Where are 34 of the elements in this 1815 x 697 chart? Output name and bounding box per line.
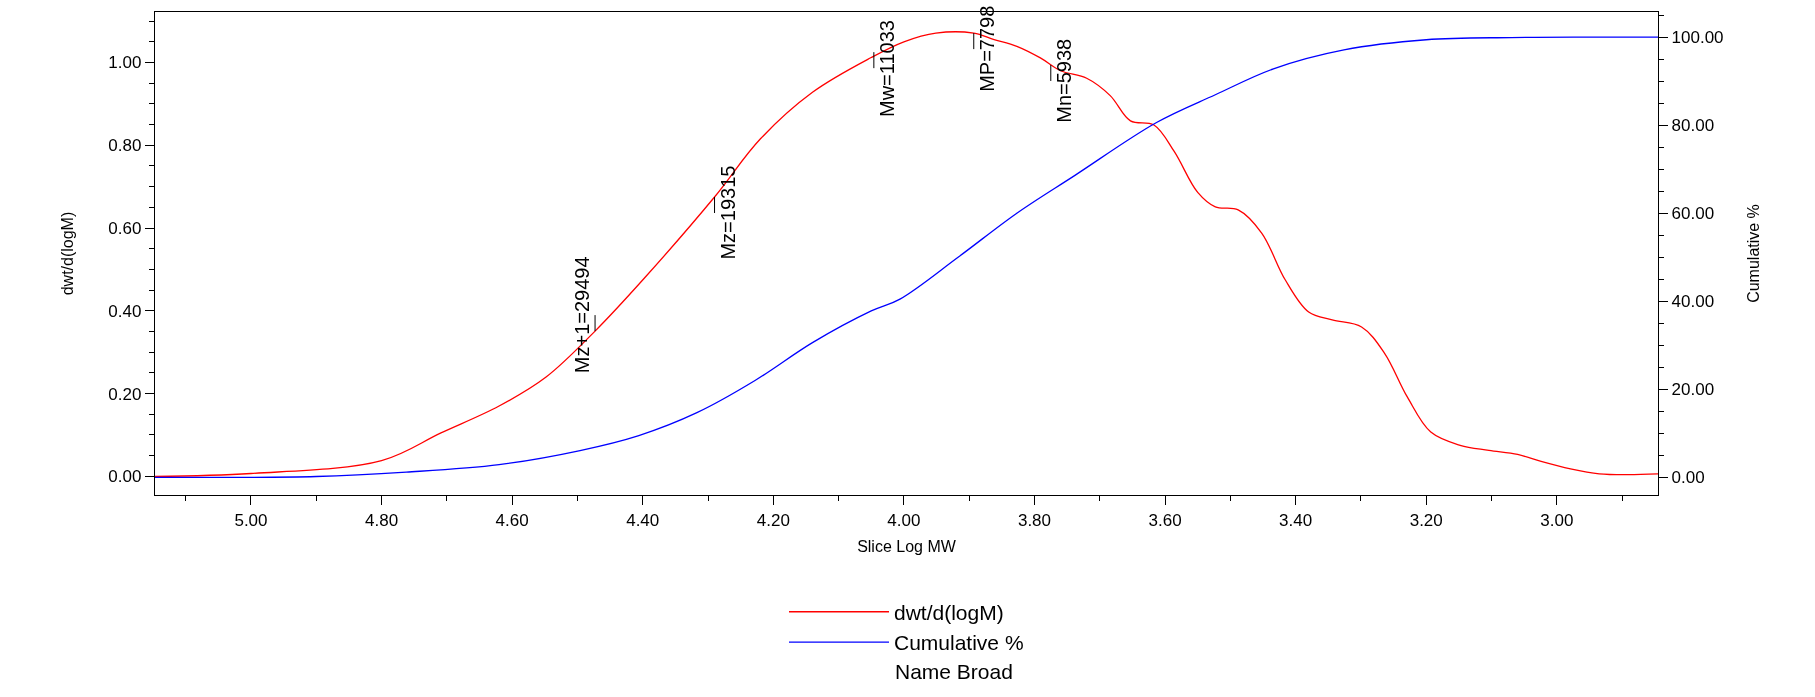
y-tick-label: 0.00 [108, 467, 142, 487]
x-tick-label: 3.20 [1409, 510, 1443, 530]
x-tick-label: 5.00 [234, 510, 268, 530]
y-tick-label: 0.80 [108, 136, 142, 156]
x-tick-label: 3.80 [1017, 510, 1052, 530]
x-axis-title: Slice Log MW [857, 538, 957, 556]
text: Name Broad [895, 660, 1013, 683]
y2-tick-label: 40.00 [1671, 292, 1715, 312]
annotation: MP=7798 [975, 5, 998, 92]
x-tick-label: 4.00 [887, 510, 921, 530]
x-tick-label: 4.60 [495, 510, 529, 530]
x-tick-label: 4.80 [365, 510, 399, 530]
y2-tick-label: 80.00 [1671, 116, 1715, 136]
legend-label: dwt/d(logM) [894, 600, 1004, 624]
y2-axis-title: Cumulative % [1745, 204, 1763, 303]
x-tick-label: 3.40 [1279, 510, 1313, 530]
x-tick-label: 4.40 [626, 510, 660, 530]
annotation: Mz=19315 [716, 165, 739, 260]
y-tick-label: 0.40 [108, 301, 142, 321]
legend-label: Cumulative % [894, 631, 1024, 655]
y2-tick-label: 60.00 [1671, 204, 1715, 224]
annotation: Mn=5938 [1052, 38, 1075, 123]
y-axis-title: dwt/d(logM) [59, 211, 77, 296]
y-tick-label: 0.60 [108, 219, 142, 238]
annotation: Mz+1=29494 [570, 256, 593, 374]
y2-tick-label: 0.00 [1671, 468, 1705, 488]
y2-tick-label: 100.00 [1671, 28, 1724, 48]
y-tick-label: 1.00 [108, 53, 142, 73]
x-tick-label: 3.00 [1540, 510, 1574, 530]
x-tick-label: 3.60 [1148, 510, 1182, 530]
annotation: Mw=11033 [875, 20, 898, 117]
x-tick-label: 4.20 [756, 510, 790, 530]
y2-tick-label: 20.00 [1671, 380, 1715, 400]
y-tick-label: 0.20 [108, 384, 142, 404]
